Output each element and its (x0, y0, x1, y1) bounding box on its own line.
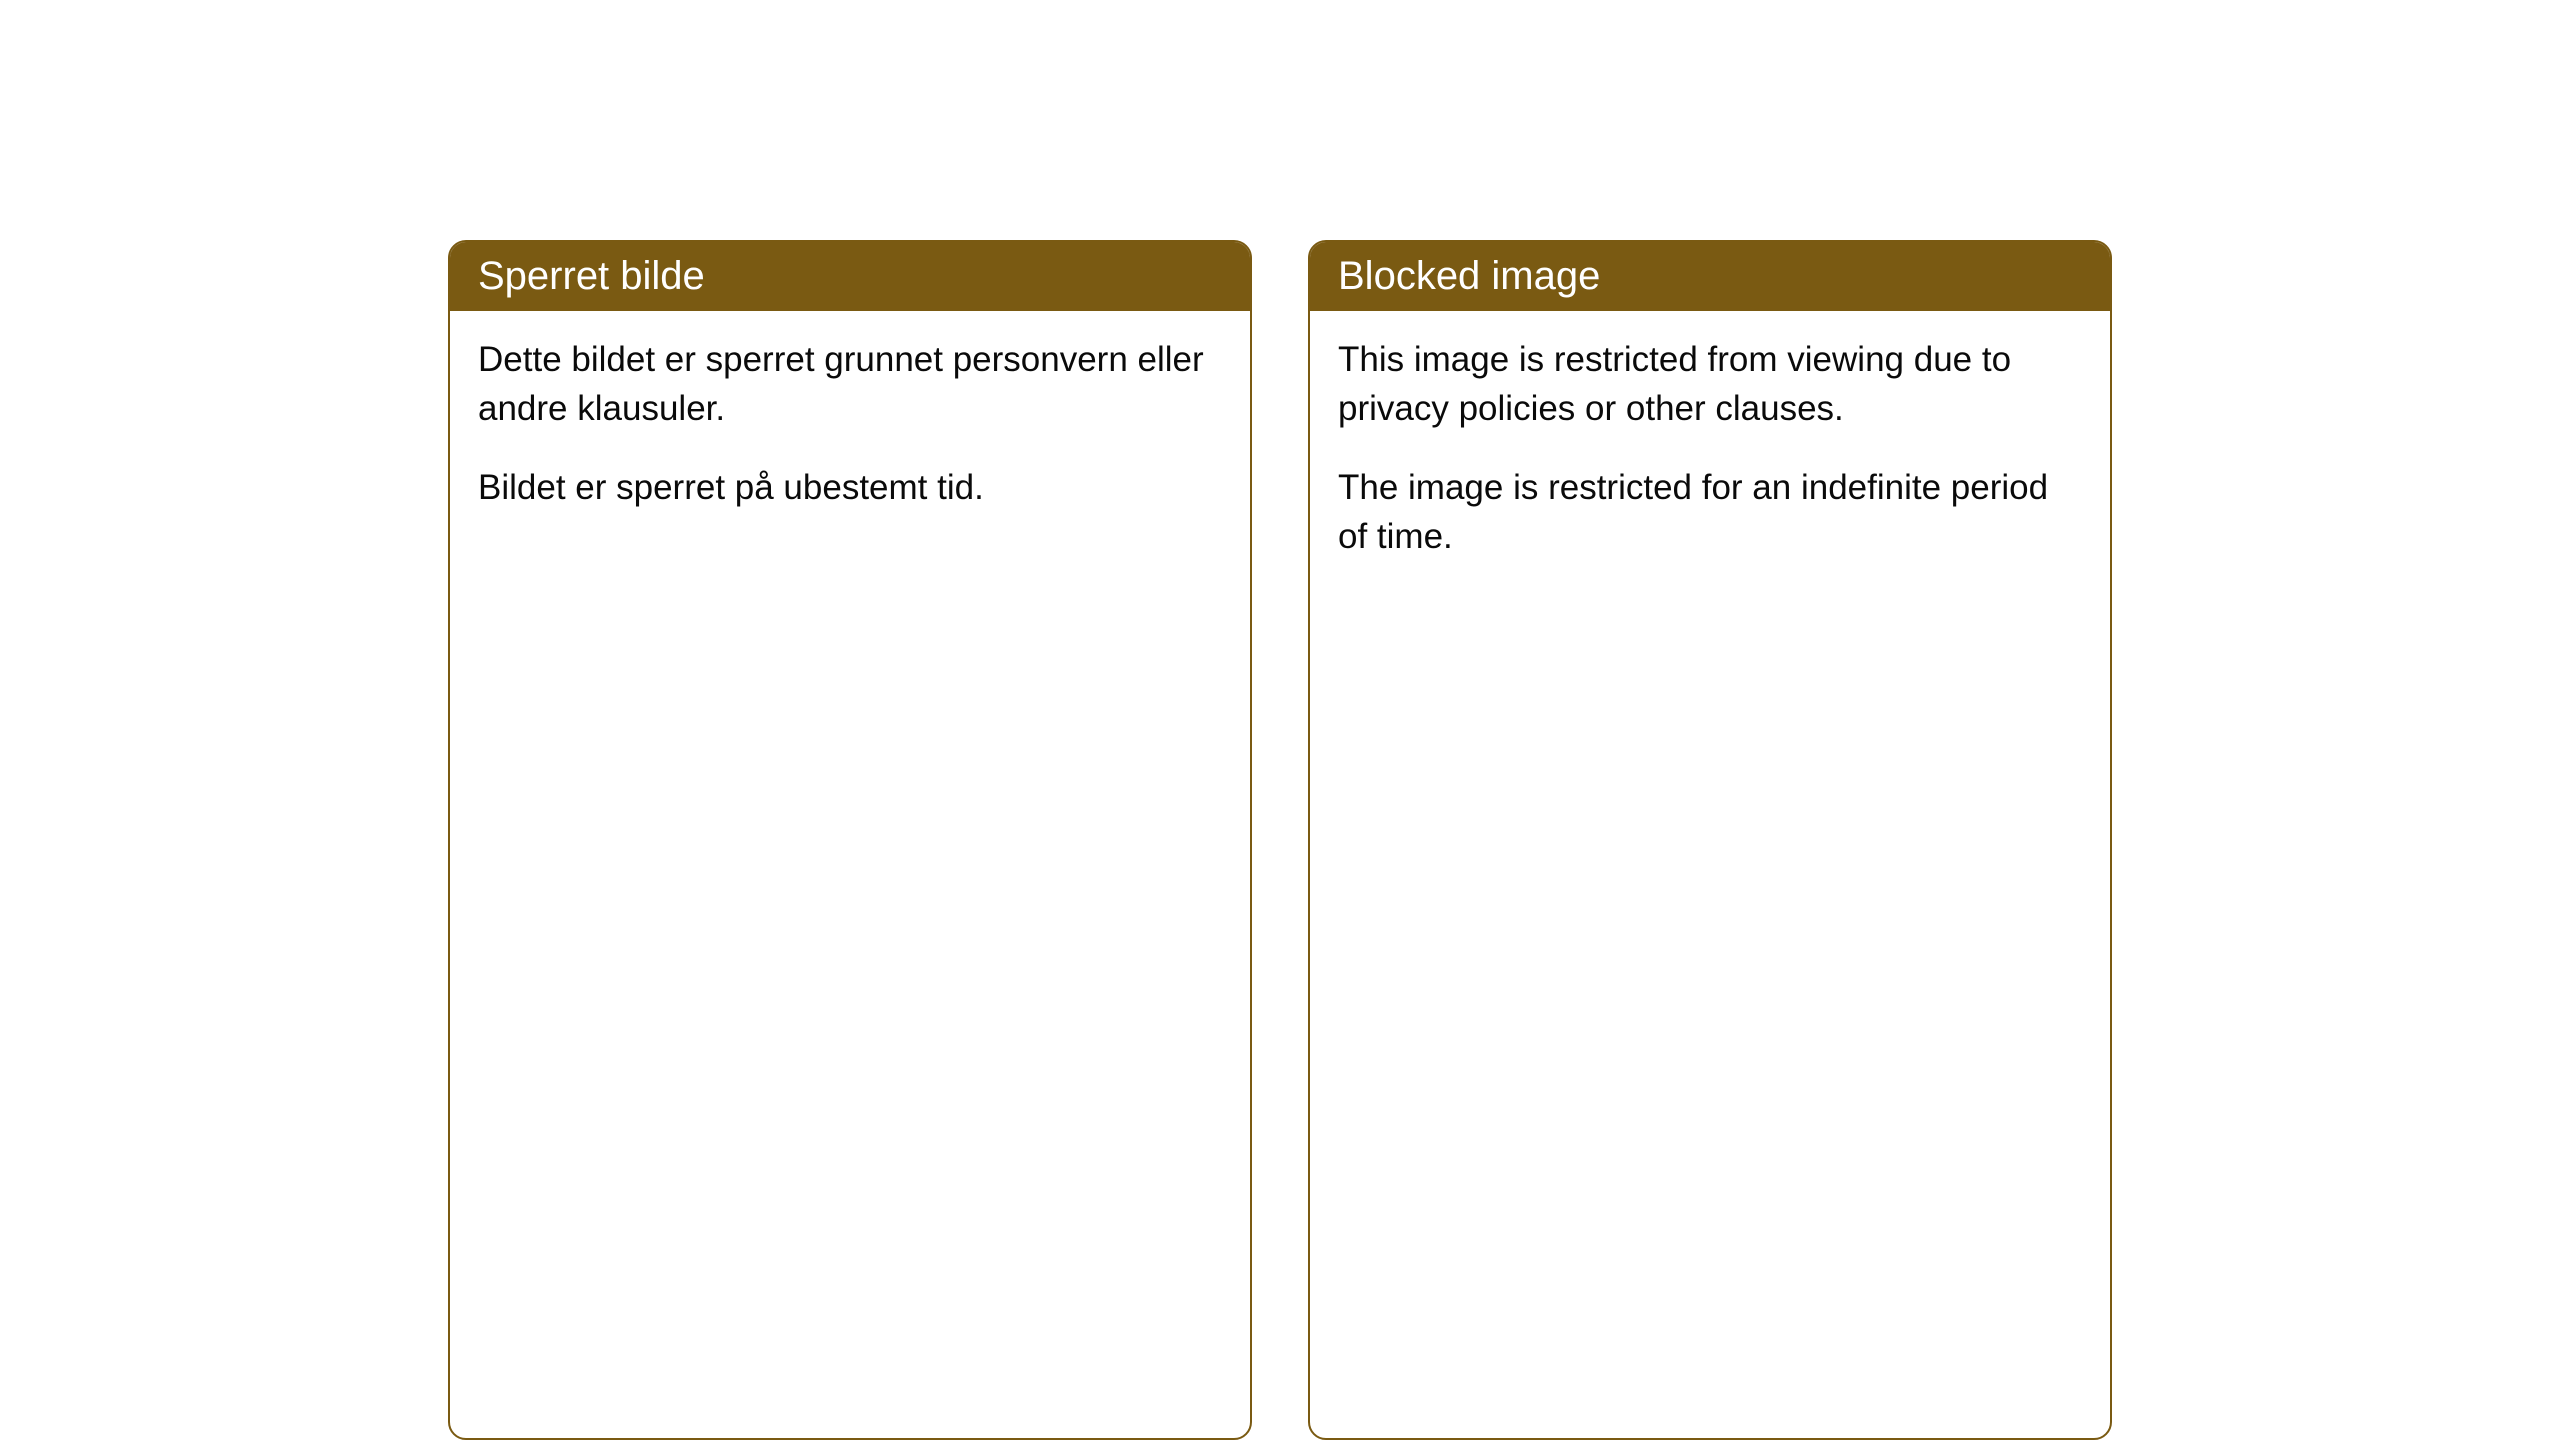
card-header-en: Blocked image (1310, 242, 2110, 311)
card-body-en: This image is restricted from viewing du… (1310, 311, 2110, 609)
cards-container: Sperret bilde Dette bildet er sperret gr… (448, 240, 2112, 1440)
card-body-no: Dette bildet er sperret grunnet personve… (450, 311, 1250, 560)
card-text-en-1: This image is restricted from viewing du… (1338, 335, 2082, 433)
card-header-no: Sperret bilde (450, 242, 1250, 311)
blocked-image-card-en: Blocked image This image is restricted f… (1308, 240, 2112, 1440)
blocked-image-card-no: Sperret bilde Dette bildet er sperret gr… (448, 240, 1252, 1440)
card-text-en-2: The image is restricted for an indefinit… (1338, 463, 2082, 561)
card-text-no-1: Dette bildet er sperret grunnet personve… (478, 335, 1222, 433)
card-text-no-2: Bildet er sperret på ubestemt tid. (478, 463, 1222, 512)
card-title-en: Blocked image (1338, 254, 1600, 298)
card-title-no: Sperret bilde (478, 254, 705, 298)
